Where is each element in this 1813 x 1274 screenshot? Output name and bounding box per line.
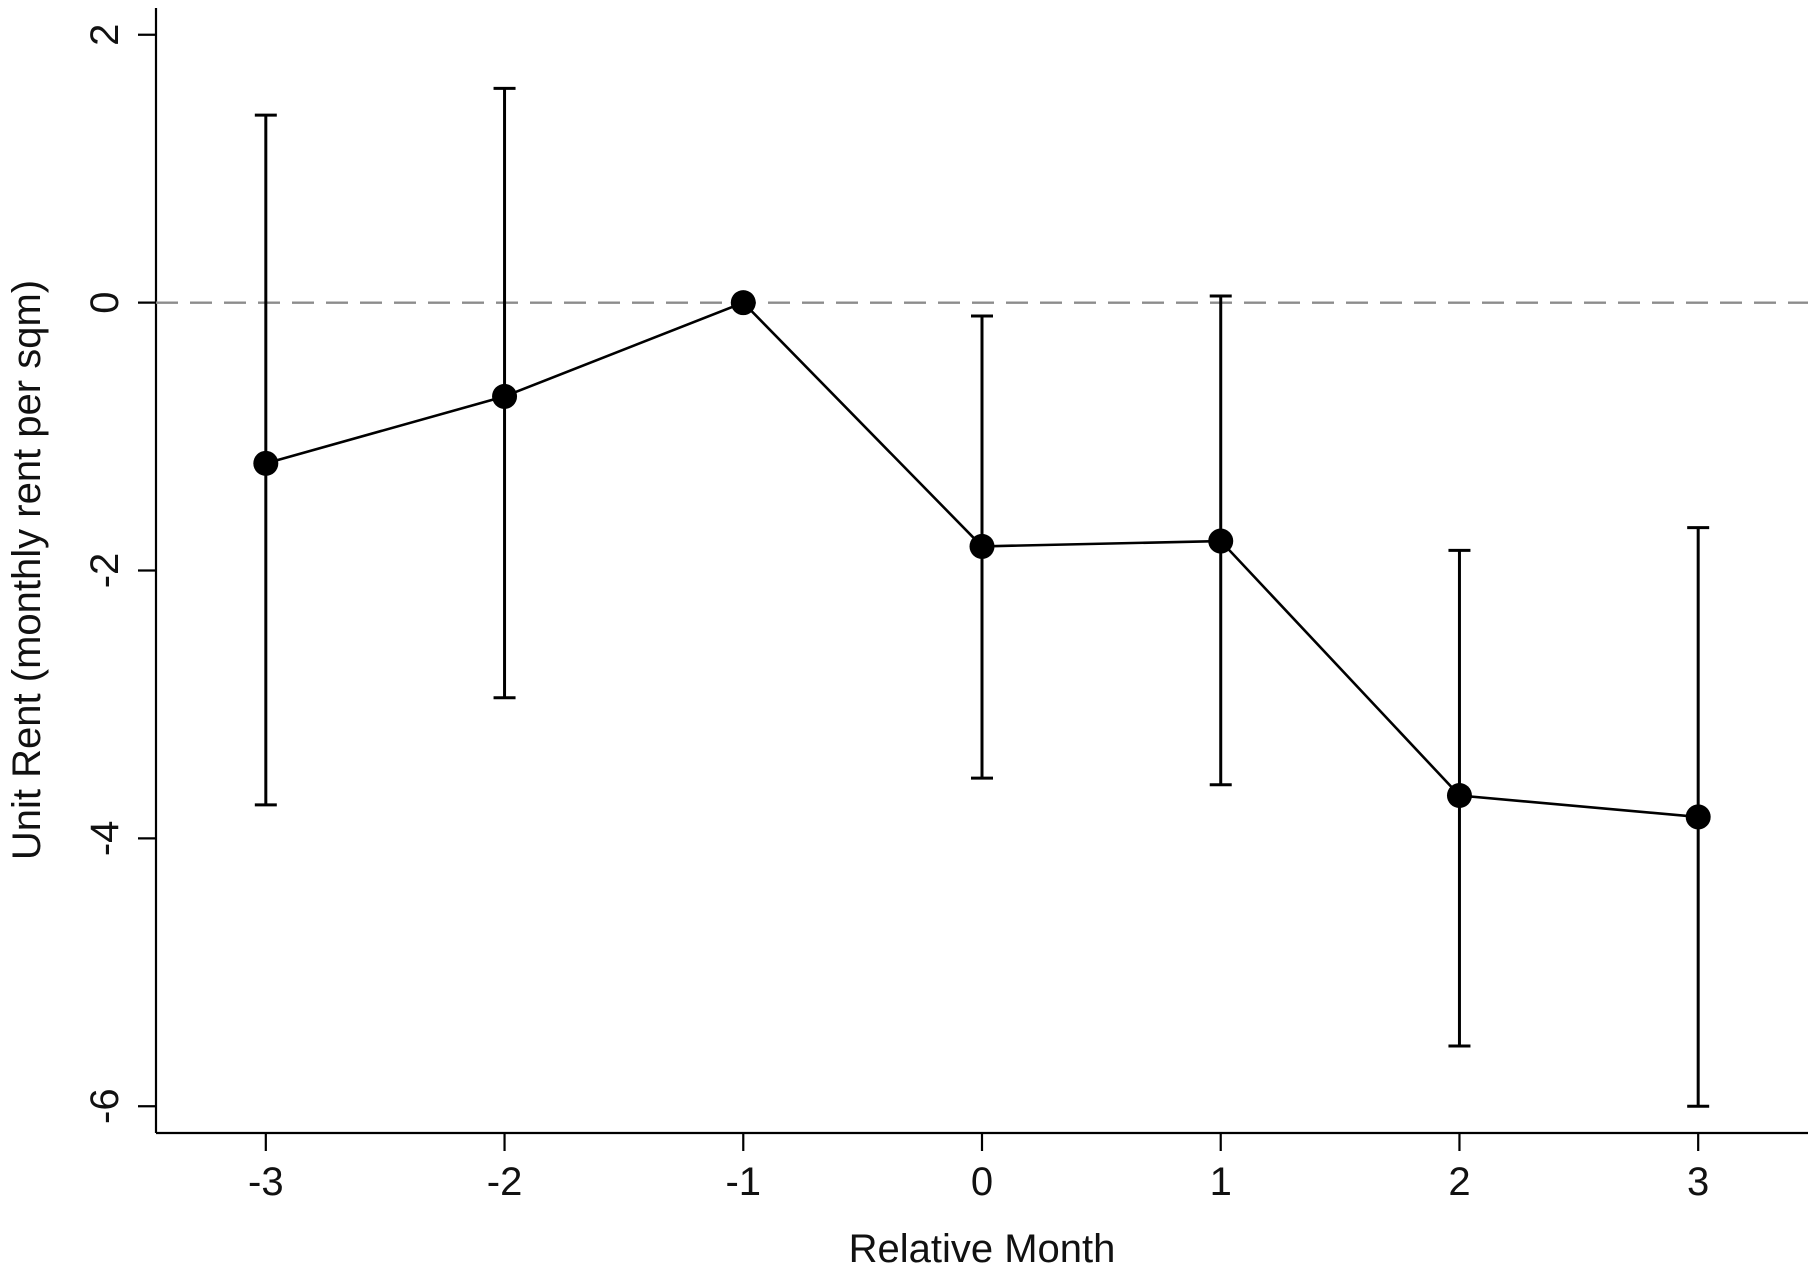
x-tick-label: 1 — [1210, 1160, 1232, 1204]
x-tick-label: 3 — [1687, 1160, 1709, 1204]
data-point — [1685, 804, 1711, 830]
y-axis-title: Unit Rent (monthly rent per sqm) — [5, 280, 49, 860]
y-tick-label: -6 — [83, 1088, 127, 1124]
data-point — [492, 383, 518, 409]
ticks: -3 -2 -1 0 1 2 3 2 0 -2 -4 -6 — [83, 24, 1709, 1204]
x-tick-label: 0 — [971, 1160, 993, 1204]
x-tick-label: 2 — [1448, 1160, 1470, 1204]
y-tick-label: -4 — [83, 821, 127, 857]
x-axis-title: Relative Month — [849, 1227, 1116, 1271]
y-tick-label: 0 — [83, 292, 127, 314]
y-tick-label: 2 — [83, 24, 127, 46]
data-point — [969, 533, 995, 559]
data-point — [1208, 528, 1234, 554]
data-point — [253, 450, 279, 476]
y-tick-label: -2 — [83, 553, 127, 589]
data-point — [730, 290, 756, 316]
x-tick-label: -3 — [248, 1160, 284, 1204]
data-point — [1446, 783, 1472, 808]
error-bars — [254, 86, 1710, 1108]
x-tick-label: -2 — [487, 1160, 523, 1204]
data-points — [253, 290, 1711, 830]
x-tick-label: -1 — [725, 1160, 761, 1204]
